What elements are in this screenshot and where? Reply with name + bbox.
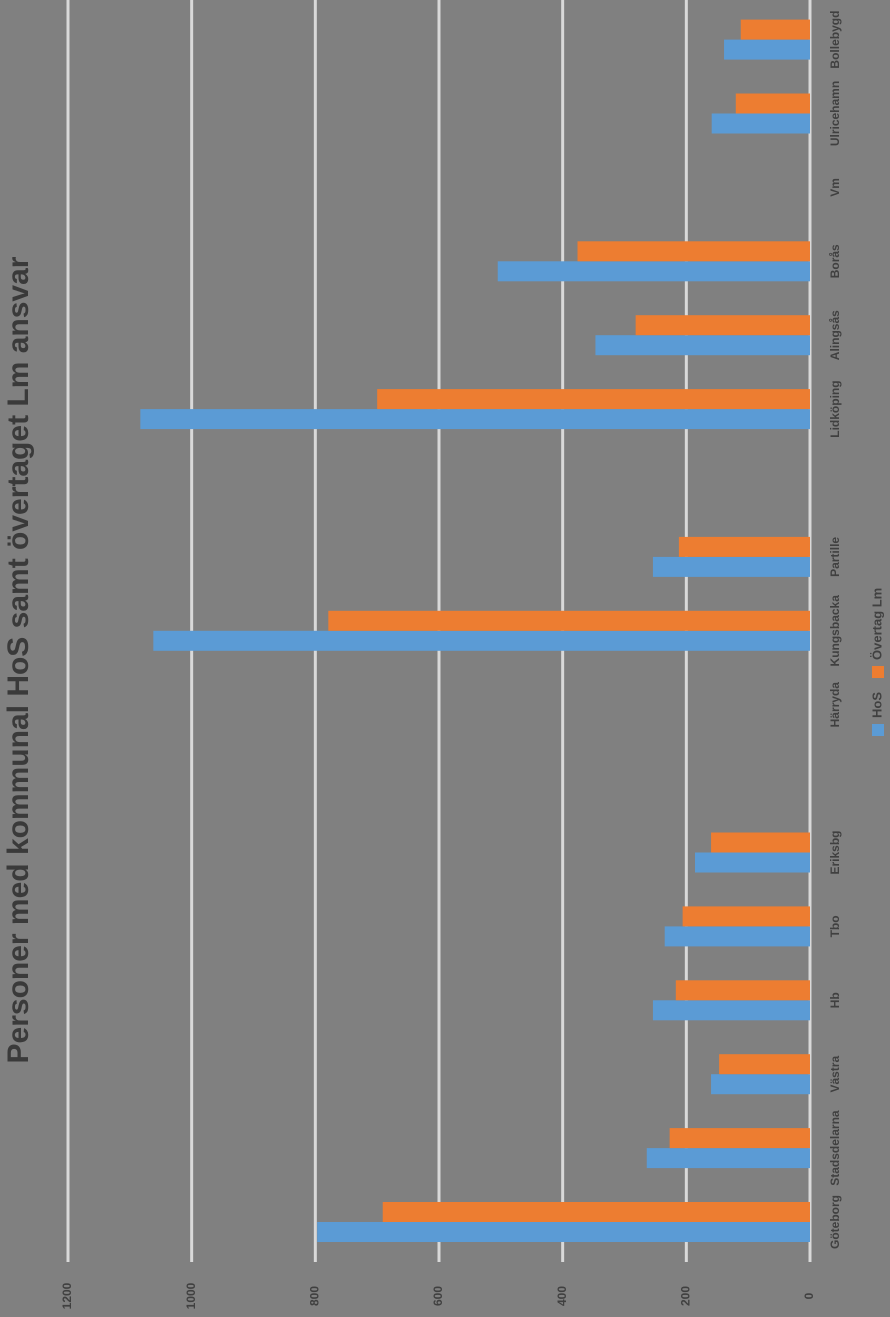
bar (675, 980, 810, 1001)
bar (694, 852, 810, 873)
bar (382, 1202, 810, 1222)
bar (724, 39, 810, 60)
bar (669, 1128, 810, 1149)
y-tick-label: 800 (308, 1286, 322, 1306)
x-tick-label: Ulricehamn (828, 81, 842, 146)
x-tick-label: Stadsdelarna (828, 1110, 842, 1186)
x-tick-label: Västra (828, 1056, 842, 1093)
x-tick-label: Göteborg (828, 1195, 842, 1249)
y-tick-label: 600 (431, 1286, 445, 1306)
x-tick-label: Kungsbacka (828, 595, 842, 667)
legend-label: HoS (869, 692, 884, 718)
bar (664, 926, 810, 947)
bar (635, 315, 810, 336)
x-tick-label: Bollebygd (828, 11, 842, 69)
bar (652, 556, 810, 577)
bar (711, 113, 810, 134)
y-tick-label: 400 (555, 1286, 569, 1306)
bar (719, 1054, 810, 1075)
legend-label: Övertag Lm (869, 588, 884, 660)
bar (377, 389, 810, 410)
x-tick-label: Vm (828, 178, 842, 197)
bar (711, 832, 810, 853)
bar (682, 906, 810, 927)
legend-swatch (872, 666, 884, 678)
x-tick-label: Tbo (828, 915, 842, 937)
bar (140, 409, 811, 430)
bar (711, 1074, 810, 1095)
y-tick-label: 0 (802, 1292, 816, 1299)
bar (153, 630, 810, 651)
bar (317, 1222, 810, 1242)
x-tick-label: Alingsås (828, 310, 842, 360)
bar (646, 1148, 810, 1169)
x-tick-label: Borås (828, 244, 842, 278)
x-tick-label: Hb (828, 992, 842, 1008)
bar (652, 1000, 810, 1021)
bar (497, 261, 810, 282)
bar (595, 335, 810, 356)
bar (740, 19, 810, 40)
x-tick-label: Härryda (828, 682, 842, 728)
bar (577, 241, 810, 262)
y-tick-label: 1000 (184, 1282, 198, 1309)
x-tick-label: Eriksbg (828, 830, 842, 874)
y-tick-label: 200 (679, 1286, 693, 1306)
bar (678, 536, 810, 557)
chart-title: Personer med kommunal HoS samt övertaget… (2, 256, 35, 1063)
y-tick-label: 1200 (60, 1282, 74, 1309)
x-tick-label: Partille (828, 537, 842, 577)
x-tick-label: Lidköping (828, 380, 842, 437)
bar (328, 610, 810, 631)
legend-swatch (872, 724, 884, 736)
bar (735, 93, 810, 114)
